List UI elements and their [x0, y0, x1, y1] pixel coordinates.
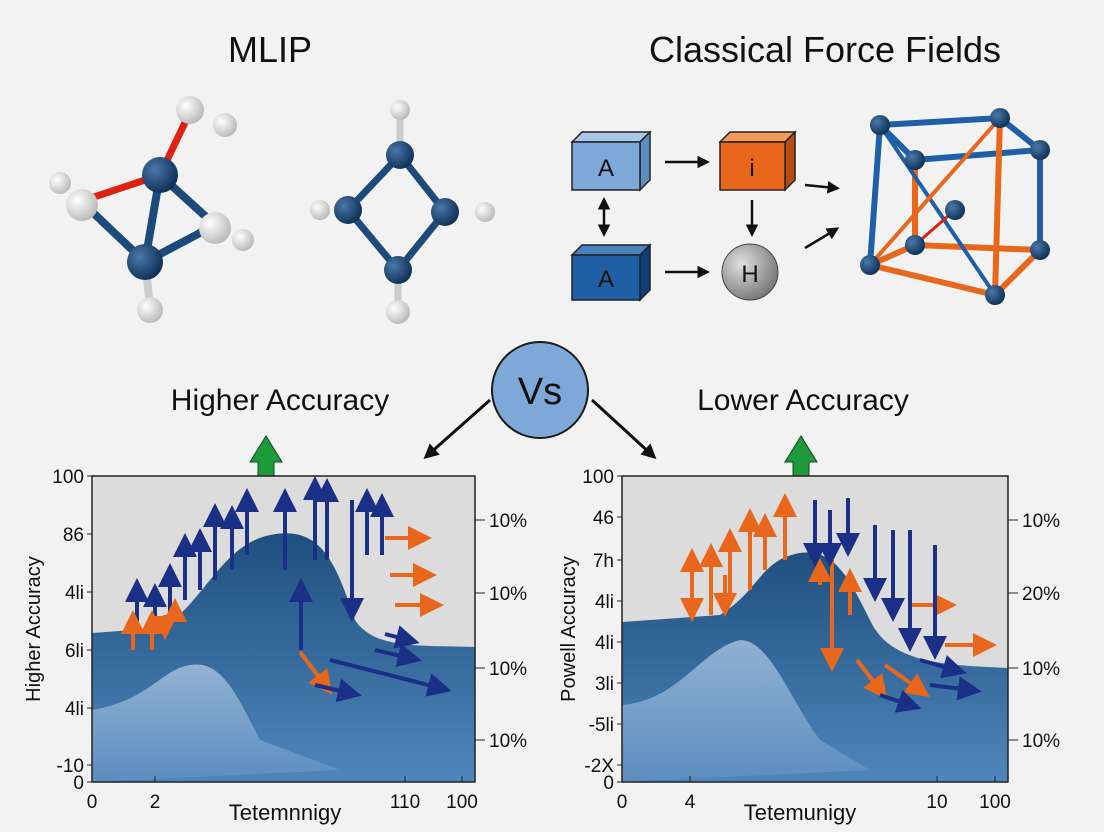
left-xlabel: Tetemnnigy	[229, 800, 342, 825]
mlip-title: MLIP	[228, 29, 312, 70]
right-tick-label: 10%	[1022, 731, 1060, 752]
x-tick-label: 0	[617, 792, 628, 813]
lower-accuracy-label: Lower Accuracy	[697, 384, 909, 417]
vs-badge: Vs	[491, 341, 589, 439]
y-tick-label: 4li	[65, 699, 84, 720]
x-tick-label: 2	[150, 792, 161, 813]
higher-accuracy-label: Higher Accuracy	[171, 384, 389, 417]
right-tick-label: 10%	[489, 731, 527, 752]
box-a-light: A	[570, 130, 652, 192]
box-a-dark: A	[570, 243, 652, 302]
vector-arrow-icon	[929, 676, 982, 701]
y-tick-label: 4li	[595, 592, 614, 613]
arrow-right-icon	[590, 398, 657, 460]
y-tick-label: -5li	[589, 715, 614, 736]
y-tick-label: 6li	[65, 641, 84, 662]
svg-text:A: A	[598, 266, 614, 293]
right-tick-label: 10%	[1022, 659, 1060, 680]
vector-arrow-icon	[314, 678, 362, 703]
vector-arrow-icon	[298, 650, 333, 695]
y-tick-label: 0	[603, 773, 614, 794]
y-tick-label: 3li	[595, 674, 614, 695]
y-tick-label: 4li	[595, 633, 614, 654]
vector-arrow-icon	[374, 643, 422, 668]
right-tick-label: 20%	[1022, 584, 1060, 605]
vector-arrow-icon	[384, 625, 420, 649]
y-tick-label: 100	[582, 467, 614, 488]
y-tick-label: -2X	[584, 756, 614, 777]
x-tick-label: 4	[685, 792, 696, 813]
cube-network	[860, 108, 1050, 305]
box-i-orange: i	[718, 130, 797, 192]
svg-text:Vs: Vs	[518, 371, 562, 413]
y-tick-label: 86	[63, 525, 84, 546]
x-tick-label: 110	[390, 792, 420, 813]
left-ylabel: Higher Accuracy	[23, 556, 45, 702]
svg-text:A: A	[598, 155, 614, 182]
svg-text:H: H	[741, 261, 758, 288]
vector-arrow-icon	[855, 658, 888, 700]
vector-arrow-icon	[329, 658, 452, 697]
sphere-h: H	[721, 243, 779, 301]
x-tick-label: 100	[979, 792, 1011, 813]
classical-ff-title: Classical Force Fields	[649, 29, 1001, 70]
molecule-1	[49, 96, 254, 323]
y-tick-label: 4li	[65, 583, 84, 604]
vector-arrow-icon	[879, 689, 922, 713]
right-ylabel: Powell Accuracy	[558, 556, 580, 702]
y-tick-label: 100	[52, 467, 84, 488]
x-tick-label: 10	[926, 792, 947, 813]
right-xlabel: Tetemunigy	[744, 800, 857, 825]
vector-arrow-icon	[883, 663, 930, 697]
right-tick-label: 10%	[489, 511, 527, 532]
svg-text:i: i	[749, 155, 754, 182]
arrow-left-icon	[423, 398, 491, 459]
x-tick-label: 0	[87, 792, 98, 813]
x-tick-label: 100	[446, 792, 478, 813]
y-tick-label: 7h	[593, 551, 614, 572]
right-tick-label: 10%	[489, 584, 527, 605]
force-field-diagram: A i A H	[570, 130, 840, 302]
y-tick-label: 46	[593, 508, 614, 529]
vector-arrow-icon	[919, 655, 967, 679]
y-tick-label: 0	[73, 773, 84, 794]
right-tick-label: 10%	[489, 659, 527, 680]
molecule-2	[310, 100, 495, 324]
y-tick-label: -10	[57, 756, 84, 777]
right-tick-label: 10%	[1022, 511, 1060, 532]
